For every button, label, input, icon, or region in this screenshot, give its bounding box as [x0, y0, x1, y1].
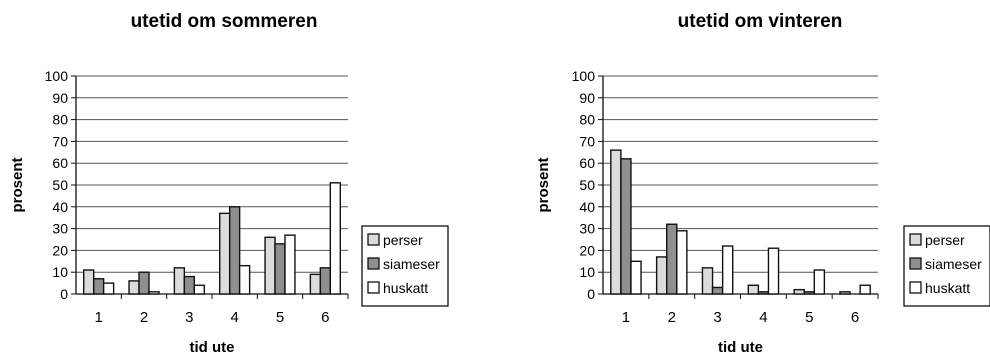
legend-swatch-siameser [909, 257, 922, 270]
y-tick-label: 0 [60, 286, 68, 302]
bar-perser-5 [264, 236, 276, 295]
y-tick-label: 70 [579, 133, 595, 149]
legend: perser siameser huskatt [903, 225, 990, 307]
bar-perser-3 [701, 267, 714, 295]
bar-siameser-5 [803, 291, 815, 295]
bar-perser-5 [793, 288, 805, 295]
bar-perser-3 [173, 267, 186, 295]
y-axis-label: prosent [535, 157, 552, 212]
y-tick-label: 50 [52, 177, 68, 193]
x-tick-label: 1 [622, 309, 630, 326]
bar-siameser-4 [757, 291, 770, 295]
y-tick-label: 10 [52, 264, 68, 280]
x-tick-label: 3 [713, 309, 721, 326]
y-tick-label: 20 [52, 242, 68, 258]
bar-siameser-2 [138, 271, 150, 295]
legend: perser siameser huskatt [361, 225, 449, 307]
bar-siameser-6 [319, 267, 332, 295]
legend-label-siameser: siameser [383, 256, 440, 272]
bar-perser-1 [83, 269, 95, 295]
legend-swatch-perser [909, 233, 922, 246]
y-axis-label: prosent [9, 157, 26, 212]
y-tick-label: 90 [579, 90, 595, 106]
bar-siameser-3 [183, 275, 196, 295]
chart-panel-1: utetid om sommeren 0 10 20 30 40 50 60 70 80 90 100… [9, 11, 449, 356]
bar-huskatt-3 [721, 245, 734, 295]
bar-siameser-4 [228, 206, 241, 295]
y-tick-label: 100 [45, 68, 69, 84]
y-tick-label: 70 [52, 133, 68, 149]
bar-perser-4 [747, 284, 760, 295]
y-tick-label: 30 [52, 221, 68, 237]
bar-huskatt-4 [238, 264, 251, 295]
y-tick-label: 100 [572, 68, 596, 84]
legend-swatch-perser [367, 233, 380, 246]
bar-huskatt-2 [148, 291, 160, 295]
x-tick-label: 2 [668, 309, 676, 326]
x-tick-label: 3 [185, 309, 193, 326]
x-tick-label: 4 [759, 309, 767, 326]
y-tick-label: 80 [52, 112, 68, 128]
legend-label-huskatt: huskatt [383, 280, 428, 296]
chart-panel-2: utetid om vinteren 0 10 20 30 40 50 60 70 80 90 100… [535, 11, 990, 356]
bar-huskatt-1 [102, 282, 115, 295]
legend-swatch-huskatt [367, 281, 380, 294]
x-axis-label: tid ute [718, 339, 763, 356]
y-tick-label: 30 [579, 221, 595, 237]
bar-huskatt-6 [859, 284, 871, 295]
x-tick-label: 1 [94, 309, 102, 326]
bar-huskatt-6 [329, 182, 341, 295]
bar-perser-6 [309, 273, 322, 295]
y-tick-label: 20 [579, 242, 595, 258]
bar-perser-2 [128, 280, 140, 295]
bar-huskatt-3 [193, 284, 205, 295]
bar-huskatt-4 [767, 247, 780, 295]
bar-huskatt-5 [813, 269, 826, 295]
x-tick-label: 4 [230, 309, 238, 326]
x-tick-label: 5 [276, 309, 284, 326]
y-tick-label: 10 [579, 264, 595, 280]
bar-huskatt-5 [284, 234, 296, 295]
y-tick-label: 60 [579, 155, 595, 171]
bar-siameser-1 [620, 158, 632, 295]
bar-huskatt-2 [676, 230, 688, 295]
x-tick-label: 6 [321, 309, 329, 326]
y-tick-label: 0 [587, 286, 595, 302]
bar-siameser-2 [666, 223, 678, 295]
y-tick-label: 50 [579, 177, 595, 193]
x-tick-label: 6 [851, 309, 859, 326]
legend-swatch-huskatt [909, 281, 922, 294]
bar-perser-4 [219, 212, 231, 295]
y-tick-label: 80 [579, 112, 595, 128]
legend-swatch-siameser [367, 257, 380, 270]
bar-siameser-5 [274, 243, 286, 295]
chart-title: utetid om vinteren [678, 11, 843, 32]
x-tick-label: 2 [140, 309, 148, 326]
legend-label-perser: perser [383, 232, 423, 248]
legend-label-perser: perser [925, 232, 965, 248]
legend-label-huskatt: huskatt [925, 280, 970, 296]
x-tick-label: 5 [805, 309, 813, 326]
y-tick-label: 90 [52, 90, 68, 106]
x-axis-label: tid ute [190, 339, 235, 356]
chart-title: utetid om sommeren [131, 11, 318, 32]
legend-label-siameser: siameser [925, 256, 982, 272]
bar-perser-2 [655, 256, 668, 295]
bar-perser-6 [839, 291, 851, 295]
bar-siameser-1 [92, 278, 105, 295]
y-tick-label: 40 [579, 199, 595, 215]
y-tick-label: 40 [52, 199, 68, 215]
bar-perser-1 [610, 149, 622, 295]
bar-huskatt-1 [630, 260, 642, 295]
y-tick-label: 60 [52, 155, 68, 171]
bar-siameser-3 [711, 286, 724, 295]
